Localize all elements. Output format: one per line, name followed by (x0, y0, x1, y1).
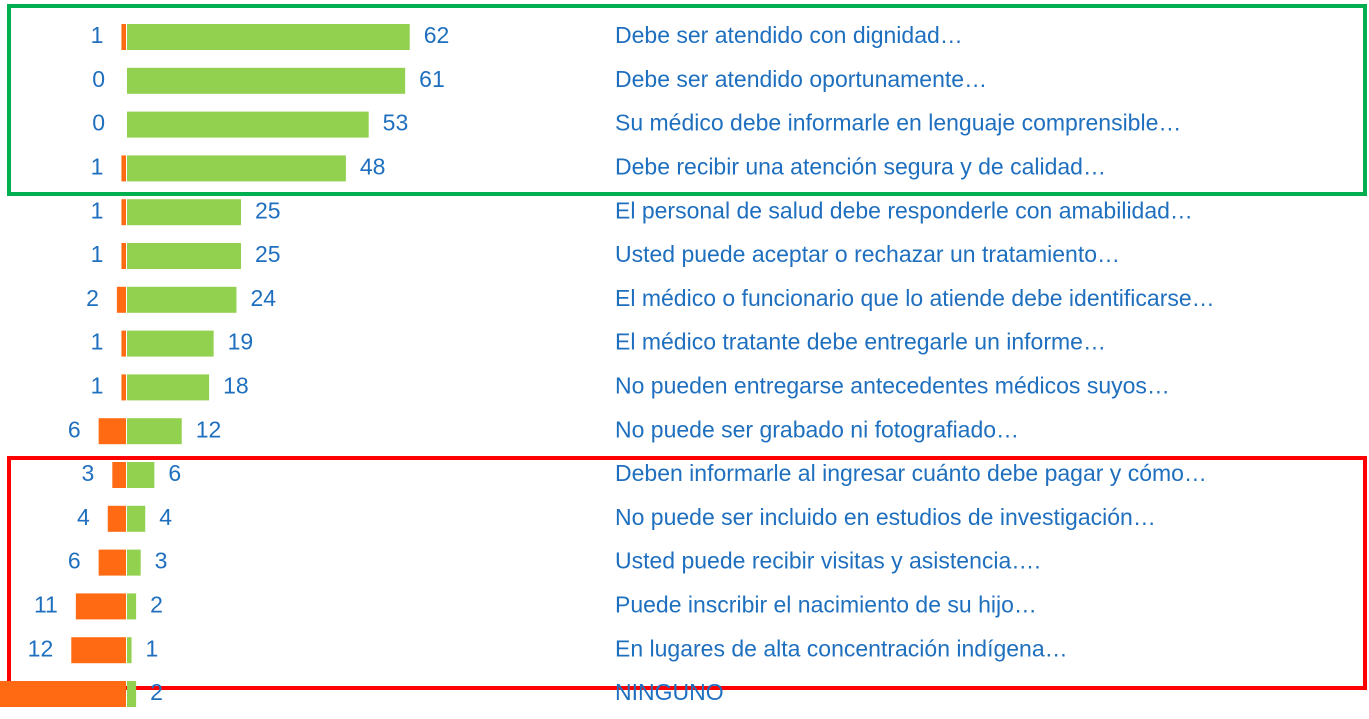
category-label: Debe recibir una atención segura y de ca… (615, 153, 1106, 179)
bar-right (127, 199, 241, 226)
bar-left (121, 243, 126, 269)
bar-left (98, 418, 126, 445)
value-label-right: 12 (196, 416, 222, 442)
category-label: Puede inscribir el nacimiento de su hijo… (615, 591, 1037, 617)
value-label-left: 12 (28, 635, 54, 661)
value-label-right: 25 (255, 197, 281, 223)
bar-right (127, 374, 210, 401)
highlight-box-bottom (7, 456, 1367, 690)
category-label: El personal de salud debe responderle co… (615, 197, 1193, 223)
value-label-left: 1 (91, 329, 104, 355)
value-label-left: 6 (68, 416, 81, 442)
category-label: El médico tratante debe entregarle un in… (615, 329, 1106, 355)
bar-left (121, 24, 126, 50)
bar-right (127, 243, 241, 269)
value-label-left: 3 (82, 460, 95, 486)
value-label-right: 18 (223, 372, 249, 398)
category-label: Debe ser atendido oportunamente… (615, 66, 987, 92)
value-label-right: 25 (255, 241, 281, 267)
bar-left (121, 199, 126, 226)
value-label-left: 0 (92, 66, 105, 92)
category-label: No puede ser grabado ni fotografiado… (615, 416, 1019, 442)
value-label-left: 1 (91, 22, 104, 48)
category-label: Debe ser atendido con dignidad… (615, 22, 963, 48)
bar-left (98, 549, 126, 576)
value-label-right: 2 (150, 679, 163, 705)
category-label: Deben informarle al ingresar cuánto debe… (615, 460, 1207, 486)
value-label-right: 1 (146, 635, 159, 661)
bar-left (121, 155, 126, 182)
category-label: En lugares de alta concentración indígen… (615, 635, 1068, 661)
bar-right (127, 462, 155, 488)
bar-right (127, 418, 182, 445)
value-label-left: 6 (68, 548, 81, 574)
value-label-left: 1 (91, 372, 104, 398)
bar-right (127, 593, 137, 620)
value-label-right: 3 (155, 548, 168, 574)
value-label-right: 24 (250, 285, 276, 311)
value-label-left: 1 (91, 241, 104, 267)
category-label: Usted puede recibir visitas y asistencia… (615, 548, 1041, 574)
bar-right (127, 155, 346, 182)
category-label: No pueden entregarse antecedentes médico… (615, 372, 1170, 398)
bar-left (121, 330, 126, 357)
bar-left (116, 286, 126, 313)
value-label-right: 62 (424, 22, 450, 48)
bar-right (127, 286, 237, 313)
category-label: NINGUNO (615, 679, 724, 705)
value-label-left: 11 (34, 591, 58, 617)
value-label-right: 61 (419, 66, 445, 92)
highlight-box-top (7, 4, 1367, 196)
category-label: No puede ser incluido en estudios de inv… (615, 504, 1156, 530)
value-label-right: 2 (150, 591, 163, 617)
bar-right (127, 505, 146, 532)
category-label: El médico o funcionario que lo atiende d… (615, 285, 1215, 311)
bar-right (127, 681, 137, 707)
value-label-right: 4 (159, 504, 172, 530)
value-label-left: 2 (86, 285, 99, 311)
bar-right (127, 330, 214, 357)
category-label: Su médico debe informarle en lenguaje co… (615, 110, 1181, 136)
category-label: Usted puede aceptar o rechazar un tratam… (615, 241, 1120, 267)
value-label-left: 1 (91, 197, 104, 223)
bar-right (127, 549, 141, 576)
bar-right (127, 111, 369, 138)
bar-left (107, 505, 126, 532)
bar-left (71, 637, 126, 664)
bar-left (0, 681, 127, 707)
value-label-left: 0 (92, 110, 105, 136)
value-label-right: 19 (228, 329, 254, 355)
bar-left (75, 593, 126, 620)
bar-right (127, 67, 406, 94)
value-label-left: 4 (77, 504, 90, 530)
bar-left (112, 462, 126, 488)
value-label-right: 48 (360, 153, 386, 179)
bar-left (121, 374, 126, 401)
value-label-left: 1 (91, 153, 104, 179)
value-label-right: 6 (168, 460, 181, 486)
bar-right (127, 24, 410, 50)
value-label-right: 53 (383, 110, 409, 136)
bar-right (127, 637, 132, 664)
